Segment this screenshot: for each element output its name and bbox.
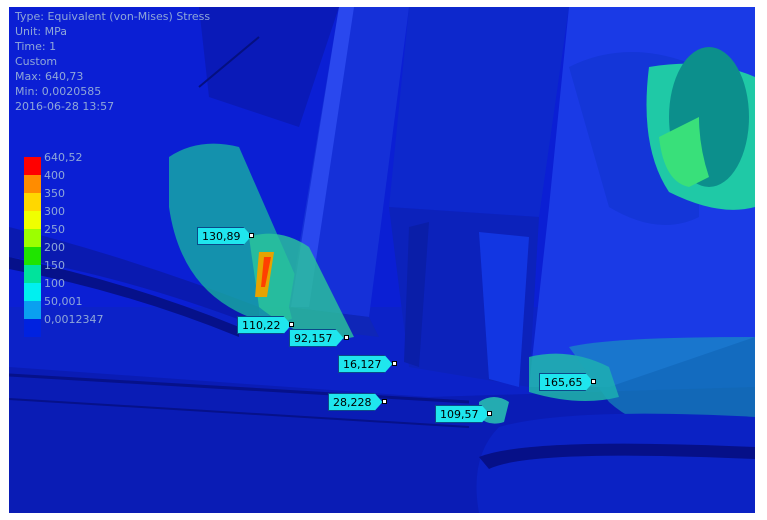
result-unit: Unit: MPa (15, 25, 67, 38)
legend-swatch (24, 229, 41, 247)
legend-swatch (24, 301, 41, 319)
probe-value: 130,89 (197, 227, 252, 245)
legend-swatch (24, 265, 41, 283)
result-time: Time: 1 (15, 40, 57, 53)
probe-value: 109,57 (435, 405, 490, 423)
legend-label: 200 (44, 241, 65, 254)
legend-swatch (24, 193, 41, 211)
legend-swatch (24, 247, 41, 265)
probe-pin-icon (289, 322, 294, 327)
result-mode: Custom (15, 55, 58, 68)
legend-label: 0,0012347 (44, 313, 104, 326)
legend-swatch (24, 211, 41, 229)
legend-label: 640,52 (44, 151, 83, 164)
color-legend: 640,52 400 350 300 250 200 150 100 50,001 0,00123… (24, 151, 144, 339)
probe-value: 92,157 (289, 329, 344, 347)
probe-pin-icon (344, 335, 349, 340)
legend-label: 100 (44, 277, 65, 290)
probe-value: 16,127 (338, 355, 393, 373)
result-min: Min: 0,0020585 (15, 85, 102, 98)
legend-label: 400 (44, 169, 65, 182)
legend-swatch (24, 283, 41, 301)
result-max: Max: 640,73 (15, 70, 84, 83)
result-date: 2016-06-28 13:57 (15, 100, 115, 113)
legend-swatch (24, 157, 41, 175)
result-type: Type: Equivalent (von-Mises) Stress (15, 10, 211, 23)
legend-swatch (24, 175, 41, 193)
probe-pin-icon (392, 361, 397, 366)
legend-label: 50,001 (44, 295, 83, 308)
probe-pin-icon (591, 379, 596, 384)
probe-pin-icon (487, 411, 492, 416)
probe-value: 165,65 (539, 373, 594, 391)
legend-label: 300 (44, 205, 65, 218)
fea-viewport[interactable]: Type: Equivalent (von-Mises) Stress Unit… (9, 7, 755, 513)
probe-pin-icon (382, 399, 387, 404)
stress-model-render (9, 7, 755, 513)
result-info-panel: Type: Equivalent (von-Mises) Stress Unit… (15, 9, 210, 114)
legend-swatch (24, 319, 41, 337)
probe-pin-icon (249, 233, 254, 238)
legend-label: 350 (44, 187, 65, 200)
legend-label: 250 (44, 223, 65, 236)
legend-label: 150 (44, 259, 65, 272)
probe-value: 110,22 (237, 316, 292, 334)
probe-value: 28,228 (328, 393, 383, 411)
